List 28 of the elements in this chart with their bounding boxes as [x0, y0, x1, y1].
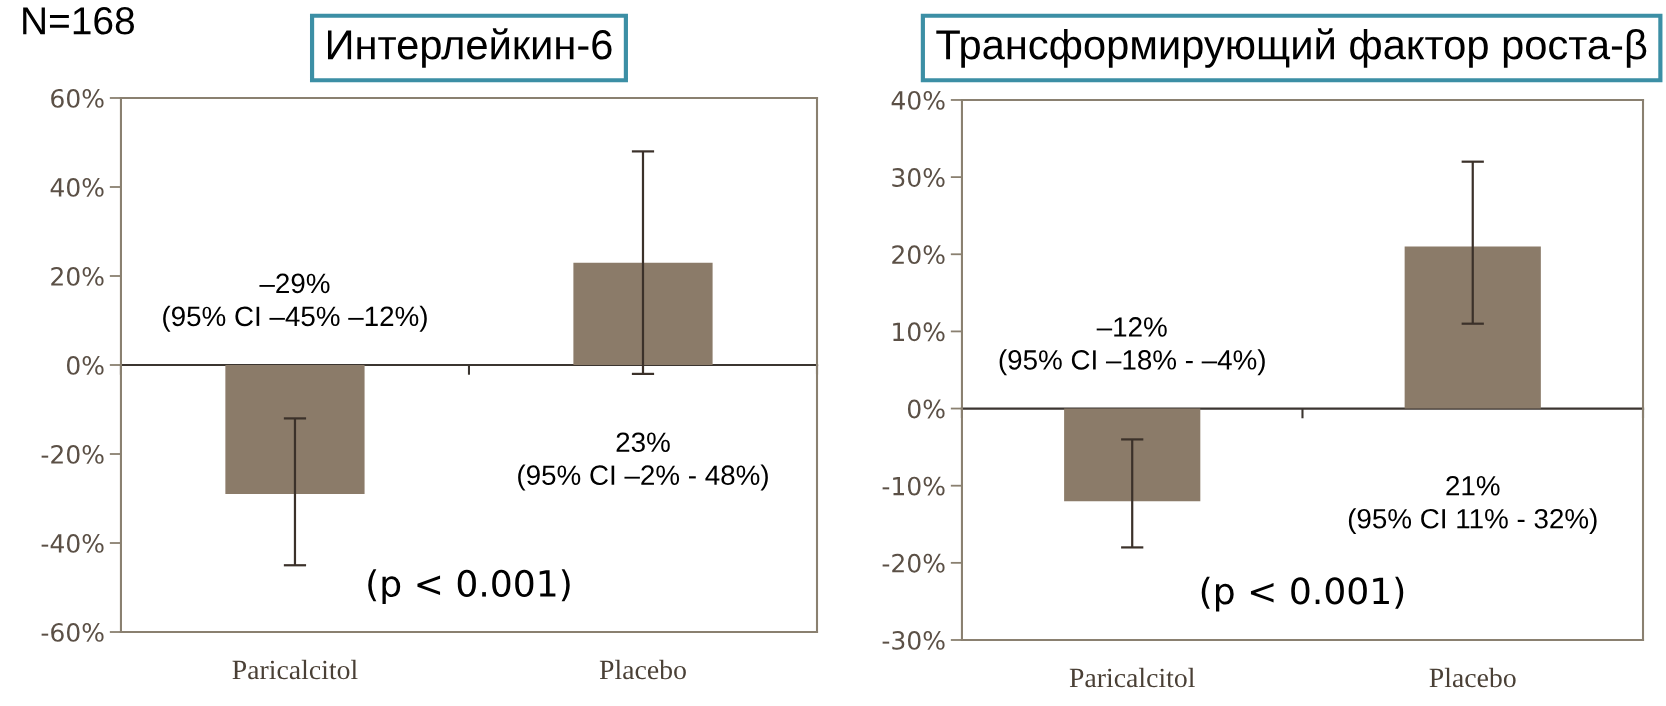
x-tick-label: Placebo	[1429, 667, 1516, 688]
y-tick-label: 60%	[51, 88, 104, 108]
chart-title: Интерлейкин-6	[327, 28, 612, 68]
y-tick-label: -20%	[41, 444, 104, 464]
y-tick-label: 20%	[51, 266, 104, 286]
data-label: –12% (95% CI –18% - –4%)	[999, 317, 1265, 376]
y-tick-label: 40%	[50, 177, 104, 197]
text: N=168	[23, 7, 134, 35]
annotation: (p < 0.001)	[1201, 576, 1404, 612]
y-tick-label: -20%	[882, 553, 945, 573]
y-tick-label: 10%	[893, 322, 945, 342]
data-label: –29% (95% CI –45% –12%)	[163, 273, 427, 332]
y-tick-label: -60%	[41, 622, 104, 642]
y-tick-label: 0%	[907, 399, 945, 419]
x-tick-label: Paricalcitol	[232, 659, 358, 680]
y-tick-label: 0%	[66, 355, 104, 375]
y-tick-label: -10%	[882, 476, 945, 496]
annotation: (p < 0.001)	[368, 569, 570, 605]
x-tick-label: Paricalcitol	[1069, 667, 1195, 688]
y-tick-label: 20%	[892, 245, 945, 265]
y-tick-label: 30%	[892, 168, 945, 187]
y-tick-label: 40%	[891, 90, 945, 110]
y-tick-label: -40%	[41, 533, 104, 553]
y-tick-label: -30%	[882, 630, 945, 650]
data-label: 21% (95% CI 11% - 32%)	[1348, 475, 1597, 535]
x-tick-label: Placebo	[599, 659, 686, 680]
chart-title: Трансформирующий фактор роста-β	[936, 28, 1647, 68]
data-label: 23% (95% CI –2% - 48%)	[518, 432, 768, 491]
